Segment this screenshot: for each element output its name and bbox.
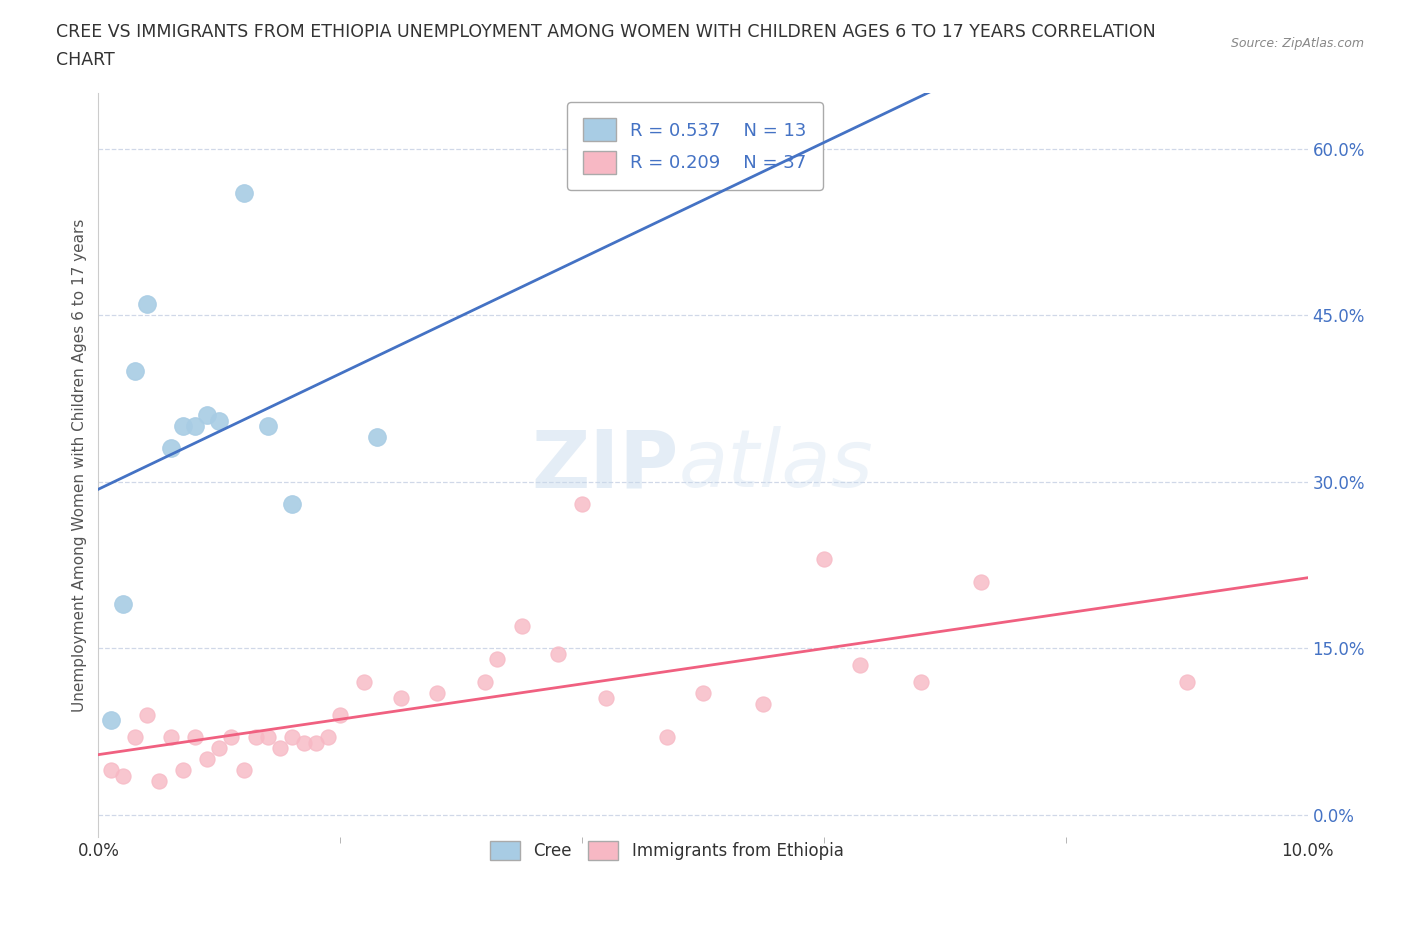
- Point: [195, 407, 218, 422]
- Point: [474, 674, 496, 689]
- Point: [353, 674, 375, 689]
- Point: [256, 730, 278, 745]
- Point: [292, 736, 315, 751]
- Point: [135, 297, 157, 312]
- Legend: Cree, Immigrants from Ethiopia: Cree, Immigrants from Ethiopia: [477, 828, 856, 873]
- Text: CHART: CHART: [56, 51, 115, 69]
- Point: [547, 646, 569, 661]
- Point: [135, 708, 157, 723]
- Text: ZIP: ZIP: [531, 426, 679, 504]
- Point: [160, 730, 183, 745]
- Point: [316, 730, 339, 745]
- Point: [184, 418, 207, 433]
- Point: [172, 418, 194, 433]
- Point: [305, 736, 328, 751]
- Point: [389, 691, 412, 706]
- Point: [426, 685, 449, 700]
- Point: [111, 596, 134, 611]
- Point: [208, 413, 231, 428]
- Text: atlas: atlas: [679, 426, 873, 504]
- Point: [849, 658, 872, 672]
- Point: [1175, 674, 1198, 689]
- Point: [910, 674, 932, 689]
- Point: [692, 685, 714, 700]
- Point: [571, 497, 593, 512]
- Point: [510, 618, 533, 633]
- Point: [245, 730, 267, 745]
- Point: [124, 364, 146, 379]
- Y-axis label: Unemployment Among Women with Children Ages 6 to 17 years: Unemployment Among Women with Children A…: [72, 219, 87, 711]
- Point: [100, 713, 122, 728]
- Point: [366, 430, 388, 445]
- Point: [486, 652, 509, 667]
- Point: [195, 751, 218, 766]
- Point: [124, 730, 146, 745]
- Text: CREE VS IMMIGRANTS FROM ETHIOPIA UNEMPLOYMENT AMONG WOMEN WITH CHILDREN AGES 6 T: CREE VS IMMIGRANTS FROM ETHIOPIA UNEMPLO…: [56, 23, 1156, 41]
- Point: [329, 708, 352, 723]
- Point: [970, 574, 993, 589]
- Point: [256, 418, 278, 433]
- Point: [269, 740, 291, 755]
- Point: [281, 730, 304, 745]
- Point: [111, 768, 134, 783]
- Point: [221, 730, 243, 745]
- Point: [655, 730, 678, 745]
- Point: [208, 740, 231, 755]
- Point: [595, 691, 617, 706]
- Point: [100, 763, 122, 777]
- Point: [281, 497, 304, 512]
- Point: [813, 551, 835, 566]
- Text: Source: ZipAtlas.com: Source: ZipAtlas.com: [1230, 37, 1364, 50]
- Point: [752, 697, 775, 711]
- Point: [172, 763, 194, 777]
- Point: [232, 763, 254, 777]
- Point: [160, 441, 183, 456]
- Point: [232, 185, 254, 200]
- Point: [148, 774, 170, 789]
- Point: [184, 730, 207, 745]
